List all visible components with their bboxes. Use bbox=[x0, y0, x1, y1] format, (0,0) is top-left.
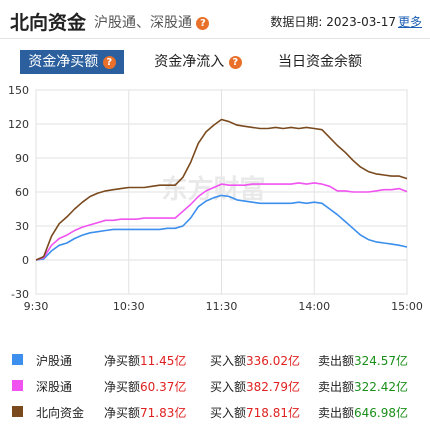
y-tick-label: 0 bbox=[22, 254, 29, 267]
x-tick-label: 9:30 bbox=[24, 300, 49, 313]
date-value: 2023-03-17 bbox=[326, 15, 396, 29]
help-icon[interactable]: ? bbox=[196, 17, 210, 30]
date-info: 数据日期: 2023-03-17 bbox=[270, 13, 396, 30]
net-buy: 净买额60.37亿 bbox=[104, 378, 186, 395]
sell-value: 322.42亿 bbox=[354, 380, 409, 394]
sell-value: 646.98亿 bbox=[354, 406, 409, 420]
legend-swatch bbox=[12, 406, 23, 417]
net-buy: 净买额71.83亿 bbox=[104, 404, 186, 421]
page-title: 北向资金 bbox=[10, 12, 87, 34]
buy-amount: 买入额336.02亿 bbox=[210, 352, 300, 369]
legend-name: 深股通 bbox=[36, 380, 73, 394]
watermark: 东方财富 bbox=[161, 174, 265, 205]
series-line-3 bbox=[35, 118, 408, 261]
buy-label: 买入额 bbox=[210, 380, 247, 394]
legend-name: 北向资金 bbox=[36, 406, 85, 420]
buy-label: 买入额 bbox=[210, 354, 247, 368]
help-icon[interactable]: ? bbox=[102, 56, 116, 69]
tab-net-inflow[interactable]: 资金净流入 ? bbox=[150, 50, 246, 74]
y-tick-label: 150 bbox=[8, 84, 29, 97]
series-line-2 bbox=[35, 182, 408, 261]
buy-value: 382.79亿 bbox=[246, 380, 301, 394]
sell-amount: 卖出额322.42亿 bbox=[318, 378, 408, 395]
buy-value: 336.02亿 bbox=[246, 354, 301, 368]
y-tick-label: 90 bbox=[15, 152, 29, 165]
tab-net-buy[interactable]: 资金净买额 ? bbox=[20, 50, 124, 74]
buy-amount: 买入额382.79亿 bbox=[210, 378, 300, 395]
net-buy: 净买额11.45亿 bbox=[104, 352, 186, 369]
x-tick-label: 10:30 bbox=[113, 300, 145, 313]
legend-swatch bbox=[12, 354, 23, 365]
y-tick-label: 30 bbox=[15, 220, 29, 233]
help-icon[interactable]: ? bbox=[228, 56, 242, 69]
buy-value: 718.81亿 bbox=[246, 406, 301, 420]
x-tick-label: 14:00 bbox=[298, 300, 330, 313]
legend-row-north: 北向资金 净买额71.83亿 买入额718.81亿 卖出额646.98亿 bbox=[0, 401, 430, 423]
y-tick-label: -30 bbox=[11, 288, 29, 301]
line-chart: -30 0 30 60 90 120 150 9:30 10:30 11:30 14:00 15:00… bbox=[8, 84, 423, 313]
x-tick-label: 11:30 bbox=[206, 300, 238, 313]
y-tick-label: 60 bbox=[15, 186, 29, 199]
net-value: 60.37亿 bbox=[140, 380, 187, 394]
date-label: 数据日期: bbox=[270, 15, 323, 29]
sell-value: 324.57亿 bbox=[354, 354, 409, 368]
legend-swatch bbox=[12, 380, 23, 391]
series-line-1 bbox=[35, 194, 408, 261]
net-label: 净买额 bbox=[104, 406, 141, 420]
tab-bar: 资金净买额 ? 资金净流入 ? 当日资金余额 bbox=[0, 50, 430, 74]
sell-amount: 卖出额646.98亿 bbox=[318, 404, 408, 421]
legend-row-sh: 沪股通 净买额11.45亿 买入额336.02亿 卖出额324.57亿 bbox=[0, 349, 430, 371]
y-tick-label: 120 bbox=[8, 118, 29, 131]
sell-label: 卖出额 bbox=[318, 354, 355, 368]
header: 北向资金 沪股通、深股通 ? 数据日期: 2023-03-17 更多 bbox=[0, 0, 430, 42]
sell-label: 卖出额 bbox=[318, 380, 355, 394]
sell-amount: 卖出额324.57亿 bbox=[318, 352, 408, 369]
buy-amount: 买入额718.81亿 bbox=[210, 404, 300, 421]
subtitle-text: 沪股通、深股通 bbox=[94, 15, 192, 31]
tab-daily-balance[interactable]: 当日资金余额 bbox=[270, 50, 370, 74]
buy-label: 买入额 bbox=[210, 406, 247, 420]
net-label: 净买额 bbox=[104, 354, 141, 368]
net-value: 71.83亿 bbox=[140, 406, 187, 420]
subtitle: 沪股通、深股通 ? bbox=[94, 12, 210, 32]
net-label: 净买额 bbox=[104, 380, 141, 394]
more-link[interactable]: 更多 bbox=[397, 15, 422, 29]
legend-row-sz: 深股通 净买额60.37亿 买入额382.79亿 卖出额322.42亿 bbox=[0, 375, 430, 397]
sell-label: 卖出额 bbox=[318, 406, 355, 420]
net-value: 11.45亿 bbox=[140, 354, 187, 368]
tab-net-inflow-label: 资金净流入 bbox=[154, 54, 225, 70]
tab-net-buy-label: 资金净买额 bbox=[28, 54, 99, 70]
legend-name: 沪股通 bbox=[36, 354, 73, 368]
header-divider bbox=[0, 38, 430, 39]
tab-daily-balance-label: 当日资金余额 bbox=[278, 54, 362, 70]
x-tick-label: 15:00 bbox=[391, 300, 423, 313]
